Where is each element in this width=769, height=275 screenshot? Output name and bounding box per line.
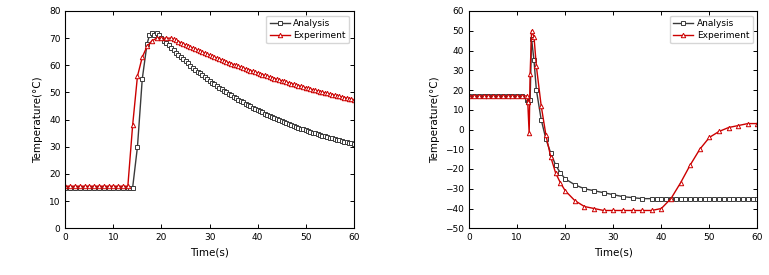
Y-axis label: Temperature(°C): Temperature(°C) [33, 76, 43, 163]
Experiment [523, 100, 532, 103]
Experiment [351, 99, 361, 102]
Experiment [666, 197, 676, 200]
Experiment [529, 35, 538, 38]
Experiment [571, 199, 580, 202]
Experiment [527, 29, 536, 32]
Analysis [753, 197, 762, 200]
Analysis [321, 135, 330, 138]
Experiment [342, 97, 351, 100]
Experiment [479, 94, 488, 98]
Analysis [351, 143, 361, 146]
Experiment [518, 94, 527, 98]
Experiment [171, 39, 181, 42]
Experiment [503, 94, 512, 98]
Analysis [251, 107, 260, 111]
Experiment [157, 37, 166, 40]
Experiment [335, 95, 344, 98]
Line: Experiment: Experiment [63, 36, 358, 188]
Experiment [734, 124, 743, 127]
Experiment [561, 189, 570, 192]
Analysis [638, 197, 647, 200]
Line: Analysis: Analysis [63, 31, 358, 190]
Experiment [676, 181, 685, 185]
Experiment [657, 207, 666, 210]
Experiment [474, 94, 483, 98]
Experiment [522, 94, 531, 98]
Experiment [152, 37, 161, 40]
Experiment [541, 134, 551, 137]
Experiment [61, 185, 70, 188]
Experiment [753, 122, 762, 125]
Experiment [628, 209, 638, 212]
X-axis label: Time(s): Time(s) [594, 248, 633, 258]
Legend: Analysis, Experiment: Analysis, Experiment [266, 15, 349, 43]
Experiment [532, 65, 541, 68]
Experiment [618, 209, 628, 212]
Experiment [695, 148, 704, 151]
Analysis [248, 106, 258, 109]
Experiment [599, 209, 608, 212]
Experiment [464, 94, 474, 98]
Analysis [75, 186, 85, 189]
Experiment [724, 126, 734, 129]
Experiment [743, 122, 752, 125]
Experiment [556, 181, 565, 185]
Experiment [686, 163, 695, 167]
Experiment [469, 94, 478, 98]
Analysis [551, 163, 560, 167]
Experiment [546, 155, 555, 159]
Analysis [275, 119, 284, 122]
Analysis [748, 197, 757, 200]
Experiment [508, 94, 517, 98]
Line: Experiment: Experiment [467, 29, 760, 213]
Analysis [527, 37, 536, 40]
Experiment [494, 94, 503, 98]
Experiment [537, 104, 546, 108]
Experiment [488, 94, 498, 98]
Analysis [148, 31, 157, 34]
Line: Analysis: Analysis [467, 36, 760, 201]
Experiment [714, 130, 724, 133]
Experiment [238, 67, 248, 70]
Analysis [513, 94, 522, 98]
Y-axis label: Temperature(°C): Temperature(°C) [430, 76, 440, 163]
Experiment [647, 209, 656, 212]
Experiment [580, 205, 589, 208]
Analysis [524, 100, 533, 103]
Analysis [464, 94, 474, 98]
Experiment [638, 209, 647, 212]
Experiment [551, 171, 560, 175]
Experiment [609, 209, 618, 212]
Analysis [494, 94, 503, 98]
Analysis [265, 114, 275, 117]
Experiment [484, 94, 493, 98]
Experiment [525, 73, 534, 76]
Analysis [61, 186, 70, 189]
Experiment [590, 207, 599, 210]
Experiment [513, 94, 522, 98]
Analysis [734, 197, 743, 200]
X-axis label: Time(s): Time(s) [190, 248, 229, 258]
Experiment [258, 73, 267, 76]
Experiment [498, 94, 508, 98]
Experiment [524, 132, 534, 135]
Experiment [705, 136, 714, 139]
Legend: Analysis, Experiment: Analysis, Experiment [670, 15, 753, 43]
